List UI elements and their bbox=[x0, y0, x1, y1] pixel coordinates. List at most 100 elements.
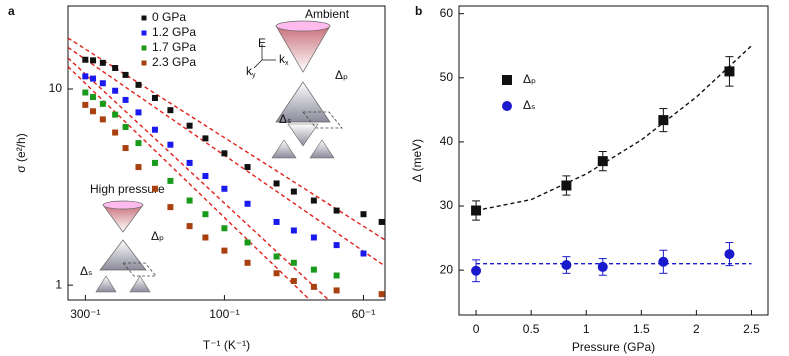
marker bbox=[90, 57, 97, 64]
marker bbox=[122, 96, 129, 103]
inset-label: k bbox=[246, 64, 253, 78]
marker bbox=[273, 218, 280, 225]
marker bbox=[82, 101, 89, 108]
x-tick-label: 0 bbox=[473, 322, 480, 336]
marker bbox=[221, 150, 228, 157]
marker bbox=[290, 188, 297, 195]
fit-line bbox=[68, 66, 311, 300]
legend-marker bbox=[141, 45, 147, 51]
panel-label: b bbox=[415, 4, 422, 18]
legend-marker bbox=[502, 101, 512, 111]
marker bbox=[112, 129, 119, 136]
marker bbox=[186, 223, 193, 230]
marker bbox=[310, 234, 317, 241]
legend-label: 2.3 GPa bbox=[152, 55, 196, 69]
marker bbox=[597, 261, 608, 272]
marker bbox=[333, 272, 340, 279]
marker bbox=[221, 225, 228, 232]
marker bbox=[333, 242, 340, 249]
marker bbox=[186, 159, 193, 166]
legend-marker bbox=[141, 60, 147, 66]
marker bbox=[135, 109, 142, 116]
marker bbox=[167, 177, 174, 184]
marker bbox=[273, 180, 280, 187]
fit-line bbox=[68, 57, 330, 300]
plot-frame bbox=[458, 5, 769, 316]
marker bbox=[151, 94, 158, 101]
inset-ambient: E kx ky Ambient Δₚ Δₛ bbox=[246, 7, 350, 159]
x-tick-label: 0.5 bbox=[523, 322, 540, 336]
x-axis-label: Pressure (GPa) bbox=[572, 340, 655, 354]
plot-area bbox=[68, 37, 385, 300]
marker bbox=[186, 197, 193, 204]
marker bbox=[112, 64, 119, 71]
legend-label: 1.7 GPa bbox=[152, 40, 196, 54]
marker bbox=[82, 73, 89, 80]
marker bbox=[151, 159, 158, 166]
marker bbox=[167, 204, 174, 211]
marker bbox=[135, 164, 142, 171]
marker bbox=[310, 266, 317, 273]
marker bbox=[378, 291, 385, 298]
marker bbox=[82, 89, 89, 96]
marker bbox=[151, 126, 158, 133]
legend-label: 1.2 GPa bbox=[152, 25, 196, 39]
marker bbox=[561, 259, 572, 270]
marker bbox=[90, 94, 97, 101]
marker bbox=[202, 135, 209, 142]
marker bbox=[135, 81, 142, 88]
x-tick-label: 2 bbox=[693, 322, 700, 336]
marker bbox=[151, 185, 158, 192]
marker bbox=[658, 115, 669, 126]
plot-area bbox=[471, 45, 752, 283]
y-tick-label: 1 bbox=[55, 277, 62, 291]
marker bbox=[122, 71, 129, 78]
marker bbox=[99, 100, 106, 107]
marker bbox=[360, 211, 367, 218]
inset-label: Δₛ bbox=[279, 112, 292, 126]
legend-label: 0 GPa bbox=[152, 10, 186, 24]
legend-marker bbox=[141, 15, 147, 21]
y-tick-label: 30 bbox=[440, 198, 454, 212]
marker bbox=[290, 277, 297, 284]
inset-label: x bbox=[285, 60, 289, 67]
inset-label: ky bbox=[246, 64, 256, 79]
marker bbox=[167, 141, 174, 148]
x-tick-label: 1 bbox=[583, 322, 590, 336]
marker bbox=[202, 173, 209, 180]
marker bbox=[122, 124, 129, 131]
legend-label: Δₚ bbox=[523, 72, 536, 86]
marker bbox=[333, 207, 340, 214]
legend-marker bbox=[141, 30, 147, 36]
marker bbox=[90, 108, 97, 115]
marker bbox=[99, 80, 106, 87]
x-tick-label: 300⁻¹ bbox=[70, 307, 100, 321]
marker bbox=[112, 87, 119, 94]
inset-label: Δₛ bbox=[80, 264, 93, 278]
marker bbox=[82, 56, 89, 63]
marker bbox=[122, 145, 129, 152]
marker bbox=[244, 239, 251, 246]
marker bbox=[202, 234, 209, 241]
x-tick-label: 2.5 bbox=[743, 322, 760, 336]
legend-marker bbox=[502, 75, 512, 85]
x-axis-label: T⁻¹ (K⁻¹) bbox=[203, 338, 250, 352]
marker bbox=[221, 185, 228, 192]
x-tick-label: 1.5 bbox=[633, 322, 650, 336]
marker bbox=[724, 249, 735, 260]
x-tick-label: 100⁻¹ bbox=[209, 307, 239, 321]
y-tick-label: 60 bbox=[440, 6, 454, 20]
marker bbox=[112, 111, 119, 118]
y-axis-label: Δ (meV) bbox=[410, 139, 424, 182]
y-tick-label: 10 bbox=[49, 81, 63, 95]
marker bbox=[378, 218, 385, 225]
legend-label: Δₛ bbox=[523, 98, 536, 112]
fit-line bbox=[475, 45, 752, 212]
marker bbox=[310, 197, 317, 204]
marker bbox=[333, 287, 340, 294]
fit-line bbox=[68, 46, 385, 267]
marker bbox=[471, 265, 482, 276]
marker bbox=[310, 283, 317, 290]
inset-label: Δₚ bbox=[335, 68, 348, 82]
inset-label: y bbox=[252, 72, 256, 79]
